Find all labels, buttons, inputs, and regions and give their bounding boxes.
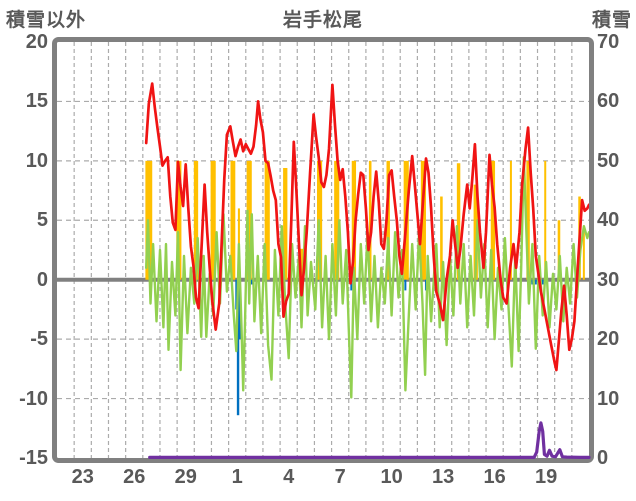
blue-columns (531, 279, 534, 285)
x-axis-tick: 13 (432, 466, 455, 488)
x-axis-tick: 19 (534, 466, 558, 488)
orange-columns (246, 160, 252, 280)
orange-columns (456, 163, 461, 280)
orange-columns (582, 232, 585, 280)
blue-columns (350, 279, 353, 291)
orange-columns (420, 160, 426, 280)
orange-columns (386, 160, 390, 280)
red-line (144, 82, 591, 372)
orange-columns (557, 220, 561, 280)
right-axis-tick: 20 (597, 328, 620, 351)
orange-columns (334, 160, 340, 280)
x-axis-tick: 29 (174, 466, 197, 488)
orange-columns (299, 248, 304, 280)
x-axis-tick: 7 (334, 466, 346, 488)
right-axis-tick: 30 (597, 268, 620, 291)
left-axis-tick: -15 (19, 447, 48, 469)
left-axis-tick: 5 (36, 209, 48, 232)
orange-columns (264, 160, 270, 280)
x-axis-tick: 1 (231, 466, 243, 488)
left-axis-tick: -10 (19, 387, 48, 410)
orange-columns (509, 160, 512, 280)
blue-columns (236, 279, 240, 416)
left-axis-tick: 20 (25, 31, 48, 53)
right-axis-tick: 0 (597, 447, 609, 469)
x-axis-tick: 16 (483, 466, 506, 488)
plot-border (52, 37, 594, 463)
right-axis-tick: 10 (597, 387, 620, 410)
x-axis-tick: 26 (123, 466, 146, 488)
orange-columns (176, 160, 182, 280)
orange-columns (368, 160, 372, 280)
orange-columns (440, 196, 443, 280)
right-axis-tick: 50 (597, 149, 620, 172)
right-axis-tick: 60 (597, 90, 620, 113)
orange-columns (526, 160, 530, 280)
left-axis-tick: 0 (36, 268, 48, 291)
right-axis-title: 積雪 (591, 10, 632, 31)
x-axis-tick: 4 (283, 466, 295, 488)
left-axis-tick: 10 (25, 149, 48, 172)
blue-columns (235, 279, 238, 310)
orange-columns (490, 160, 496, 280)
orange-columns (210, 160, 216, 280)
orange-columns (193, 160, 199, 280)
orange-columns (283, 167, 288, 280)
chart-title: 岩手松尾 (282, 10, 363, 31)
blue-columns (250, 279, 253, 285)
x-axis-tick: 10 (380, 466, 403, 488)
blue-columns (534, 279, 537, 285)
left-axis-tick: -5 (30, 328, 48, 351)
orange-columns (544, 160, 547, 280)
right-axis-tick: 70 (597, 31, 620, 53)
left-axis-tick: 15 (25, 90, 48, 113)
orange-columns (351, 160, 357, 280)
blue-columns (541, 279, 544, 285)
right-axis-tick: 40 (597, 209, 620, 232)
left-axis-title: 積雪以外 (6, 10, 87, 31)
purple-line (148, 421, 591, 459)
orange-columns (473, 184, 478, 280)
blue-columns (404, 279, 407, 291)
orange-columns (230, 160, 236, 280)
x-axis-tick: 23 (71, 466, 94, 488)
